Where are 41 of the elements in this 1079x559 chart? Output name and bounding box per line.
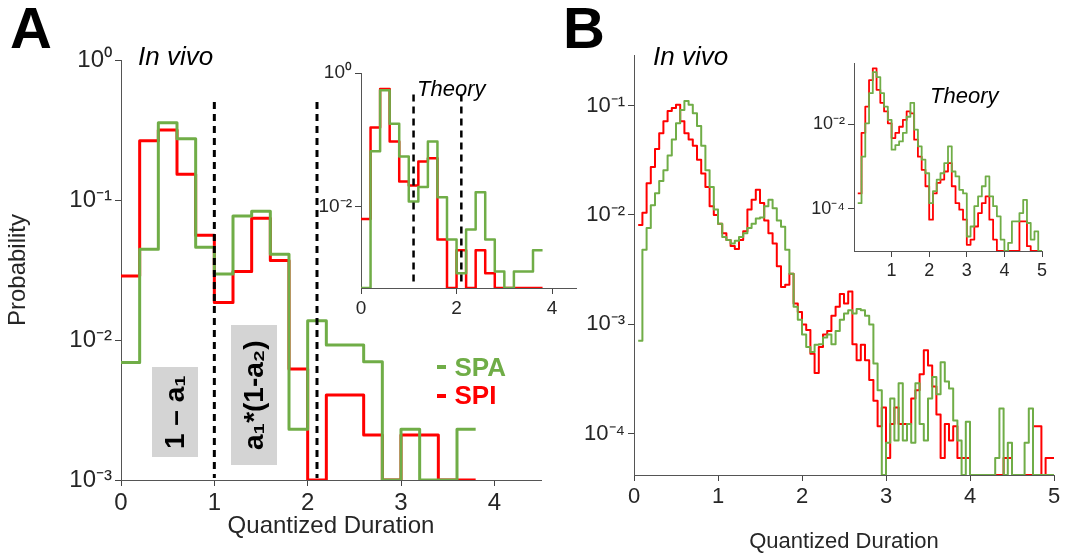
y-tick-label: 10⁰	[77, 44, 112, 72]
annotation: a₁*(1-a₂)	[231, 325, 277, 465]
annotation: Theory	[930, 83, 999, 109]
y-tick-label: 10⁰	[323, 61, 352, 83]
x-tick-label: 0	[114, 488, 128, 516]
x-tick-label: 4	[999, 259, 1010, 280]
y-tick-label: 10⁻²	[318, 194, 352, 216]
y-tick-label: 10⁻⁴	[584, 419, 625, 445]
x-tick-label: 4	[546, 296, 558, 318]
annotation: In vivo	[653, 41, 729, 71]
x-tick-label: 5	[1047, 483, 1061, 509]
legend-label: SPA	[454, 351, 506, 382]
x-tick-label: 0	[355, 296, 367, 318]
annotation: 1 – a₁	[152, 367, 198, 457]
x-tick-label: 4	[963, 483, 977, 509]
x-axis-title: Quantized Duration	[749, 527, 939, 553]
x-tick-label: 1	[207, 488, 222, 516]
annotation: Theory	[417, 76, 486, 102]
x-tick-label: 1	[711, 483, 725, 509]
legend-label: SPI	[454, 380, 497, 411]
y-tick-label: 10⁻⁴	[811, 197, 845, 218]
x-tick-label: 4	[487, 488, 502, 516]
text: B	[563, 0, 605, 60]
x-tick-label: 5	[1036, 259, 1048, 280]
y-axis-title: Probability	[3, 213, 31, 327]
y-tick-label: 10⁻²	[812, 113, 846, 134]
y-tick-label: 10⁻³	[69, 464, 113, 492]
x-tick-label: 1	[886, 259, 897, 280]
y-tick-label: 10⁻²	[586, 201, 625, 227]
y-tick-label: 10⁻¹	[586, 91, 625, 117]
y-tick-label: 10⁻¹	[69, 184, 113, 212]
x-tick-label: 2	[451, 296, 462, 318]
x-tick-label: 3	[961, 259, 972, 280]
x-tick-label: 3	[879, 483, 893, 509]
x-tick-label: 0	[627, 483, 641, 509]
text: A	[10, 0, 52, 60]
x-tick-label: 2	[795, 483, 809, 509]
y-tick-label: 10⁻³	[586, 310, 625, 336]
x-tick-label: 2	[924, 259, 935, 280]
annotation: In vivo	[138, 41, 214, 71]
y-tick-label: 10⁻²	[69, 324, 113, 352]
